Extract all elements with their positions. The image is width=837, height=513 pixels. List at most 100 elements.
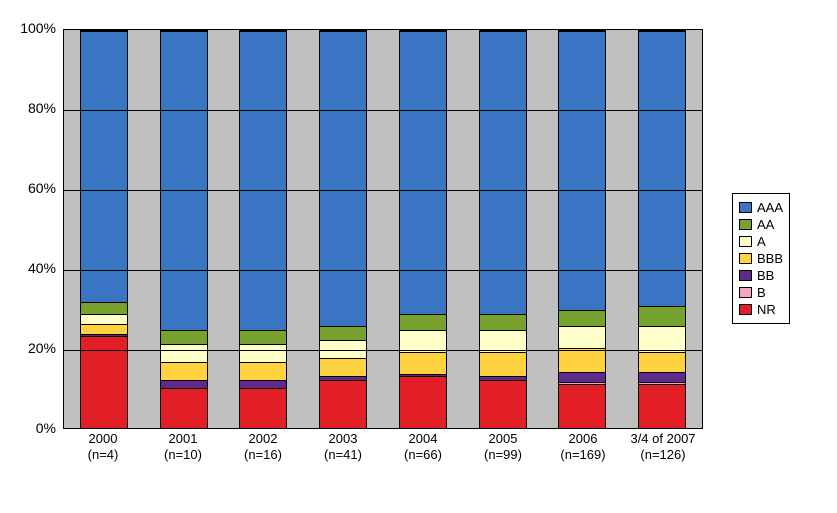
bar-segment-a bbox=[639, 326, 685, 352]
chart-container: 2000(n=4)2001(n=10)2002(n=16)2003(n=41)2… bbox=[0, 0, 837, 513]
x-tick-label-line1: 2002 bbox=[223, 431, 303, 447]
gridline bbox=[64, 350, 702, 351]
bar-segment-bbb bbox=[161, 362, 207, 380]
y-tick-label: 80% bbox=[8, 100, 56, 116]
bars-area bbox=[64, 30, 702, 428]
legend-item-a: A bbox=[739, 234, 783, 249]
bar-segment-bbb bbox=[480, 352, 526, 376]
bar-segment-aaa bbox=[480, 31, 526, 315]
x-tick-label-line1: 2005 bbox=[463, 431, 543, 447]
bar-segment-bbb bbox=[400, 352, 446, 374]
bar-segment-aaa bbox=[320, 31, 366, 327]
legend-swatch bbox=[739, 219, 752, 230]
x-tick-label: 3/4 of 2007(n=126) bbox=[623, 431, 703, 464]
bar-segment-bb bbox=[639, 372, 685, 382]
bar-segment-bbb bbox=[240, 362, 286, 380]
bar-segment-aa bbox=[161, 330, 207, 344]
legend-swatch bbox=[739, 287, 752, 298]
legend-label: AAA bbox=[757, 200, 783, 215]
y-tick-label: 40% bbox=[8, 260, 56, 276]
x-tick-label-line2: (n=41) bbox=[303, 447, 383, 463]
bar-segment-a bbox=[81, 314, 127, 324]
x-tick-label: 2006(n=169) bbox=[543, 431, 623, 464]
bar-segment-aa bbox=[480, 314, 526, 330]
legend-item-aaa: AAA bbox=[739, 200, 783, 215]
bar-segment-nr bbox=[480, 380, 526, 428]
bar bbox=[319, 30, 367, 428]
bar-segment-aaa bbox=[559, 31, 605, 311]
legend: AAAAAABBBBBBNR bbox=[732, 193, 790, 324]
bar-slot bbox=[64, 30, 144, 428]
legend-item-b: B bbox=[739, 285, 783, 300]
bar-segment-aa bbox=[639, 306, 685, 326]
bar-segment-aa bbox=[559, 310, 605, 326]
x-tick-label-line1: 2004 bbox=[383, 431, 463, 447]
bar-segment-a bbox=[240, 344, 286, 362]
legend-item-bbb: BBB bbox=[739, 251, 783, 266]
legend-swatch bbox=[739, 202, 752, 213]
bar bbox=[239, 30, 287, 428]
x-tick-label: 2004(n=66) bbox=[383, 431, 463, 464]
x-tick-label: 2005(n=99) bbox=[463, 431, 543, 464]
bar-segment-aaa bbox=[639, 31, 685, 307]
gridline bbox=[64, 110, 702, 111]
bar-slot bbox=[303, 30, 383, 428]
x-axis-labels: 2000(n=4)2001(n=10)2002(n=16)2003(n=41)2… bbox=[63, 431, 703, 464]
gridline bbox=[64, 270, 702, 271]
bar-segment-nr bbox=[639, 384, 685, 428]
bar-segment-bb bbox=[161, 380, 207, 388]
bar-segment-aa bbox=[240, 330, 286, 344]
plot-area bbox=[63, 29, 703, 429]
bar-segment-aa bbox=[400, 314, 446, 330]
legend-swatch bbox=[739, 270, 752, 281]
legend-item-aa: AA bbox=[739, 217, 783, 232]
bar-segment-bbb bbox=[559, 348, 605, 372]
x-tick-label: 2000(n=4) bbox=[63, 431, 143, 464]
legend-label: A bbox=[757, 234, 766, 249]
bar bbox=[638, 30, 686, 428]
x-tick-label-line2: (n=10) bbox=[143, 447, 223, 463]
bar-segment-aaa bbox=[400, 31, 446, 315]
x-tick-label-line1: 2000 bbox=[63, 431, 143, 447]
bar bbox=[399, 30, 447, 428]
bar-slot bbox=[543, 30, 623, 428]
legend-item-nr: NR bbox=[739, 302, 783, 317]
bar-segment-nr bbox=[161, 388, 207, 428]
x-tick-label-line2: (n=99) bbox=[463, 447, 543, 463]
legend-label: NR bbox=[757, 302, 776, 317]
bar bbox=[558, 30, 606, 428]
x-tick-label: 2001(n=10) bbox=[143, 431, 223, 464]
bar-segment-nr bbox=[240, 388, 286, 428]
bar-segment-aa bbox=[81, 302, 127, 314]
x-tick-label-line2: (n=66) bbox=[383, 447, 463, 463]
bar-segment-a bbox=[161, 344, 207, 362]
bar-slot bbox=[383, 30, 463, 428]
bar-segment-aaa bbox=[161, 31, 207, 331]
x-tick-label-line1: 2001 bbox=[143, 431, 223, 447]
x-tick-label-line2: (n=4) bbox=[63, 447, 143, 463]
legend-item-bb: BB bbox=[739, 268, 783, 283]
x-tick-label-line2: (n=16) bbox=[223, 447, 303, 463]
bar-segment-a bbox=[559, 326, 605, 348]
bar-segment-bb bbox=[559, 372, 605, 382]
y-tick-label: 60% bbox=[8, 180, 56, 196]
x-tick-label-line1: 2003 bbox=[303, 431, 383, 447]
bar-segment-bbb bbox=[81, 324, 127, 334]
x-tick-label-line1: 3/4 of 2007 bbox=[623, 431, 703, 447]
legend-swatch bbox=[739, 304, 752, 315]
bar-segment-aa bbox=[320, 326, 366, 340]
legend-swatch bbox=[739, 253, 752, 264]
x-tick-label: 2002(n=16) bbox=[223, 431, 303, 464]
y-tick-label: 20% bbox=[8, 340, 56, 356]
gridline bbox=[64, 190, 702, 191]
chart-main: 2000(n=4)2001(n=10)2002(n=16)2003(n=41)2… bbox=[8, 19, 720, 499]
legend-label: BB bbox=[757, 268, 774, 283]
bar-slot bbox=[463, 30, 543, 428]
bar bbox=[479, 30, 527, 428]
x-tick-label: 2003(n=41) bbox=[303, 431, 383, 464]
x-tick-label-line1: 2006 bbox=[543, 431, 623, 447]
bar-segment-aaa bbox=[81, 31, 127, 303]
bar-segment-nr bbox=[400, 376, 446, 428]
bar-slot bbox=[622, 30, 702, 428]
bar-segment-bb bbox=[240, 380, 286, 388]
